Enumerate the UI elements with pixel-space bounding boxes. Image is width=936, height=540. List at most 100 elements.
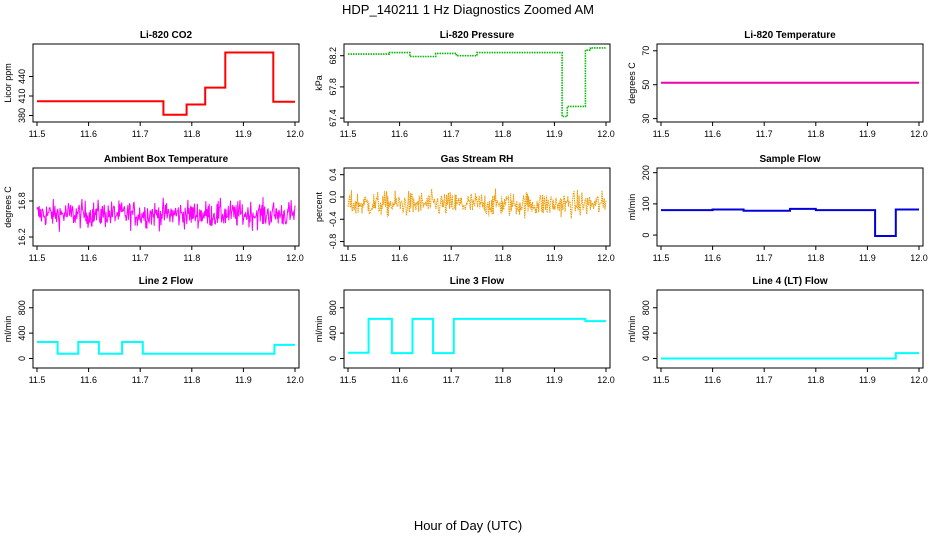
x-tick-label: 11.8 [807,129,824,139]
y-tick-label: 100 [641,196,651,211]
y-axis-label: degrees C [627,62,637,104]
y-axis-label: kPa [314,75,324,91]
x-tick-label: 11.8 [807,375,824,385]
panel-1: Li-820 CO2 Licor ppm 11.5 11.6 11.7 11.8 11.9 1… [3,30,304,139]
x-tick-label: 11.8 [183,253,200,263]
x-axis-label: Hour of Day (UTC) [413,518,523,533]
y-tick-label: 800 [17,300,27,315]
panel-title: Gas Stream RH [441,154,514,165]
panel-9: Line 4 (LT) Flow ml/min 11.5 11.6 11.7 11.8 11… [627,276,928,385]
x-tick-label: 11.9 [546,253,563,263]
y-tick-label: 0 [641,233,651,238]
x-tick-label: 11.7 [132,253,149,263]
x-tick-label: 11.5 [653,129,670,139]
x-tick-label: 11.8 [494,375,511,385]
y-axis-label: ml/min [314,316,324,343]
x-tick-label: 11.7 [132,129,149,139]
x-tick-label: 11.7 [132,375,149,385]
x-tick-label: 11.5 [653,375,670,385]
y-tick-label: 16.2 [17,228,27,246]
panel-title: Li-820 Temperature [744,30,836,41]
x-tick-label: 11.6 [80,253,97,263]
x-tick-label: 11.5 [340,375,357,385]
y-tick-label: 67.4 [328,109,338,127]
series-line [37,51,295,116]
y-tick-label: -0.8 [328,234,338,250]
x-tick-label: 11.6 [80,129,97,139]
x-tick-label: 12.0 [910,129,928,139]
y-tick-label: 800 [641,300,651,315]
y-tick-label: 67.8 [328,78,338,96]
panel-4: Ambient Box Temperature degrees C 11.5 11.6… [3,154,304,263]
x-tick-label: 11.9 [546,129,563,139]
x-tick-label: 11.5 [29,375,46,385]
series-line [348,47,606,118]
x-tick-label: 11.8 [183,129,200,139]
y-tick-label: 0 [328,356,338,361]
x-tick-label: 11.6 [391,375,408,385]
plot-frame [32,289,300,369]
series-line [348,317,606,355]
x-tick-label: 11.5 [340,129,357,139]
panel-8: Line 3 Flow ml/min 11.5 11.6 11.7 11.8 11.9 12.… [314,276,615,385]
x-tick-label: 12.0 [597,129,615,139]
y-tick-label: 0 [641,356,651,361]
y-tick-label: 800 [328,300,338,315]
x-tick-label: 11.6 [704,375,721,385]
panel-title: Li-820 Pressure [440,30,515,41]
plot-frame [32,43,300,123]
x-tick-label: 11.9 [546,375,563,385]
x-tick-label: 11.9 [235,253,252,263]
y-tick-label: 400 [641,326,651,341]
series-line [37,341,295,355]
y-tick-label: 70 [641,46,651,56]
panel-7: Line 2 Flow ml/min 11.5 11.6 11.7 11.8 11.9 12.… [3,276,304,385]
y-tick-label: 0.4 [328,168,338,181]
y-axis-label: ml/min [627,194,637,221]
plot-frame [343,167,611,247]
x-tick-label: 11.8 [807,253,824,263]
x-tick-label: 11.7 [756,375,773,385]
panel-3: Li-820 Temperature degrees C 11.5 11.6 11.7 1… [627,30,928,139]
y-tick-label: 200 [641,165,651,180]
x-tick-label: 11.8 [183,375,200,385]
y-tick-label: 68.2 [328,47,338,65]
x-tick-label: 11.5 [29,129,46,139]
plot-frame [343,289,611,369]
x-tick-label: 12.0 [910,253,928,263]
y-axis-label: percent [314,191,324,222]
x-tick-label: 12.0 [286,375,304,385]
panel-title: Line 3 Flow [450,276,505,287]
x-tick-label: 12.0 [910,375,928,385]
series-line [661,352,919,360]
series-line [661,207,919,237]
y-tick-label: 380 [17,108,27,123]
y-tick-label: 16.8 [17,192,27,210]
plot-frame [32,167,300,247]
x-tick-label: 11.6 [80,375,97,385]
y-axis-label: Licor ppm [3,63,13,103]
y-tick-label: 30 [641,114,651,124]
x-tick-label: 11.9 [235,129,252,139]
plot-frame [656,167,924,247]
panel-5: Gas Stream RH percent 11.5 11.6 11.7 11.8 11.9… [314,154,615,263]
panel-6: Sample Flow ml/min 11.5 11.6 11.7 11.8 11.9 12.… [627,154,928,263]
x-tick-label: 11.9 [859,253,876,263]
panel-title: Li-820 CO2 [140,30,193,41]
x-tick-label: 11.5 [29,253,46,263]
x-tick-label: 11.5 [340,253,357,263]
x-tick-label: 11.6 [704,129,721,139]
y-tick-label: 50 [641,80,651,90]
page-title: HDP_140211 1 Hz Diagnostics Zoomed AM [342,2,594,17]
x-tick-label: 12.0 [597,375,615,385]
y-tick-label: 0 [17,356,27,361]
y-axis-label: ml/min [3,316,13,343]
x-tick-label: 11.7 [443,129,460,139]
y-axis-label: ml/min [627,316,637,343]
x-tick-label: 11.8 [494,253,511,263]
series-line [36,197,296,232]
x-tick-label: 11.6 [391,129,408,139]
x-tick-label: 11.7 [756,129,773,139]
y-tick-label: -0.4 [328,211,338,227]
